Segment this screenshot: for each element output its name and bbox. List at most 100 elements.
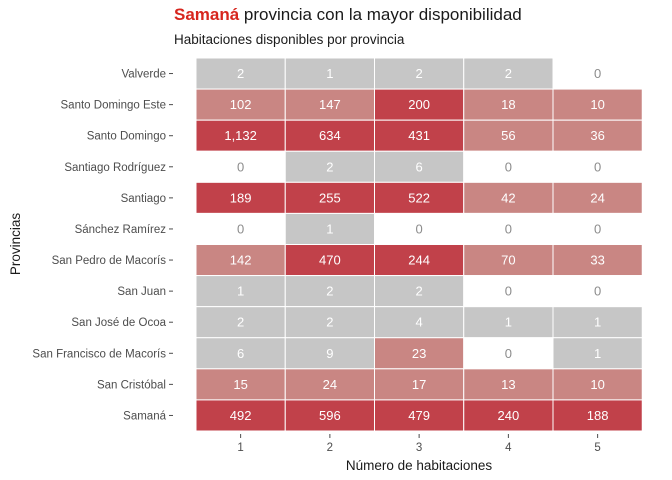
cell-value-label: 0: [594, 284, 601, 299]
x-axis: 1 2 3 4 5: [237, 434, 601, 454]
heatmap-cell: [284, 337, 375, 370]
x-tick-label: 1: [237, 442, 243, 454]
y-tick-label: San Pedro de Macorís: [52, 255, 167, 267]
heatmap-cells: [195, 57, 643, 432]
cell-value-label: 596: [319, 408, 341, 423]
cell-value-label: 479: [408, 408, 430, 423]
cell-value-label: 1: [326, 66, 333, 81]
cell-value-label: 6: [237, 346, 244, 361]
cell-value-label: 634: [319, 128, 341, 143]
cell-value-label: 431: [408, 128, 430, 143]
cell-value-label: 13: [501, 377, 515, 392]
x-tick-label: 3: [416, 442, 422, 454]
cell-value-label: 244: [408, 253, 430, 268]
heatmap-cell: [552, 88, 643, 121]
cell-value-label: 1: [594, 315, 601, 330]
cell-value-label: 200: [408, 97, 430, 112]
cell-value-label: 42: [501, 190, 515, 205]
heatmap-cell: [552, 212, 643, 246]
heatmap-cell: [374, 368, 465, 401]
y-tick-label: Santo Domingo: [87, 131, 166, 143]
heatmap-cell: [552, 368, 643, 401]
heatmap-cell: [552, 275, 643, 308]
cell-value-label: 240: [498, 408, 520, 423]
y-axis: Valverde Santo Domingo Este Santo Domingo S…: [32, 69, 173, 422]
y-tick-label: Samaná: [123, 410, 166, 422]
cell-value-label: 0: [594, 66, 601, 81]
heatmap-cell: [284, 368, 375, 401]
heatmap-cell: [374, 306, 465, 339]
cell-value-label: 0: [237, 221, 244, 236]
heatmap-cell: [552, 57, 643, 90]
x-tick-label: 2: [327, 442, 333, 454]
y-tick-label: Santo Domingo Este: [61, 100, 166, 112]
heatmap-cell: [195, 212, 286, 246]
cell-value-label: 2: [237, 66, 244, 81]
cell-value-label: 10: [590, 377, 604, 392]
chart-subtitle: Habitaciones disponibles por provincia: [174, 32, 405, 47]
cell-value-label: 18: [501, 97, 515, 112]
heatmap-cell: [463, 275, 554, 308]
x-tick-label: 5: [594, 442, 600, 454]
heatmap-cell: [284, 212, 375, 246]
heatmap-cell: [552, 119, 643, 152]
cell-value-label: 0: [416, 221, 423, 236]
cell-value-label: 2: [237, 315, 244, 330]
cell-value-label: 2: [416, 66, 423, 81]
heatmap-cell: [463, 368, 554, 401]
cell-value-label: 4: [416, 315, 423, 330]
y-axis-title: Provincias: [8, 213, 23, 276]
cell-value-label: 17: [412, 377, 426, 392]
cell-value-label: 102: [230, 97, 252, 112]
heatmap-cell: [552, 399, 643, 432]
heatmap-cell: [552, 150, 643, 183]
cell-value-label: 2: [326, 284, 333, 299]
heatmap-cell: [195, 57, 286, 90]
heatmap-cell: [284, 181, 375, 214]
cell-value-label: 522: [408, 190, 430, 205]
heatmap-cell: [195, 306, 286, 339]
cell-value-label: 9: [326, 346, 333, 361]
cell-value-label: 2: [326, 159, 333, 174]
heatmap-cell: [374, 275, 465, 308]
heatmap-cell: [374, 212, 465, 246]
cell-value-label: 0: [237, 159, 244, 174]
cell-value-label: 23: [412, 346, 426, 361]
chart-title-highlight: Samaná: [174, 5, 240, 24]
x-axis-title: Número de habitaciones: [346, 458, 493, 473]
heatmap-cell: [374, 399, 465, 432]
heatmap-cell: [463, 150, 554, 183]
cell-value-label: 0: [594, 159, 601, 174]
cell-value-label: 2: [326, 315, 333, 330]
cell-value-label: 1: [505, 315, 512, 330]
heatmap-cell: [374, 119, 465, 152]
cell-value-label: 33: [590, 253, 604, 268]
cell-value-label: 36: [590, 128, 604, 143]
cell-value-label: 0: [505, 159, 512, 174]
heatmap-cell: [463, 244, 554, 277]
cell-value-label: 492: [230, 408, 252, 423]
cell-value-label: 1: [594, 346, 601, 361]
cell-value-label: 0: [505, 284, 512, 299]
heatmap-cell: [195, 181, 286, 214]
cell-value-label: 1: [237, 284, 244, 299]
heatmap-cell: [463, 212, 554, 246]
cell-value-label: 0: [505, 346, 512, 361]
cell-value-label: 0: [505, 221, 512, 236]
y-tick-label: Sánchez Ramírez: [75, 224, 167, 236]
y-tick-label: Valverde: [121, 69, 166, 81]
cell-value-label: 0: [594, 221, 601, 236]
y-tick-label: San Francisco de Macorís: [32, 348, 166, 360]
cell-value-label: 189: [230, 190, 252, 205]
heatmap-cell: [374, 337, 465, 370]
chart-title: Samaná provincia con la mayor disponibil…: [174, 5, 522, 25]
heatmap-cell: [195, 119, 286, 152]
cell-value-label: 70: [501, 253, 515, 268]
cell-value-label: 1: [326, 221, 333, 236]
heatmap-cell: [284, 150, 375, 183]
heatmap-cell: [284, 306, 375, 339]
y-tick-label: San Cristóbal: [97, 379, 166, 391]
heatmap-cell: [552, 181, 643, 214]
